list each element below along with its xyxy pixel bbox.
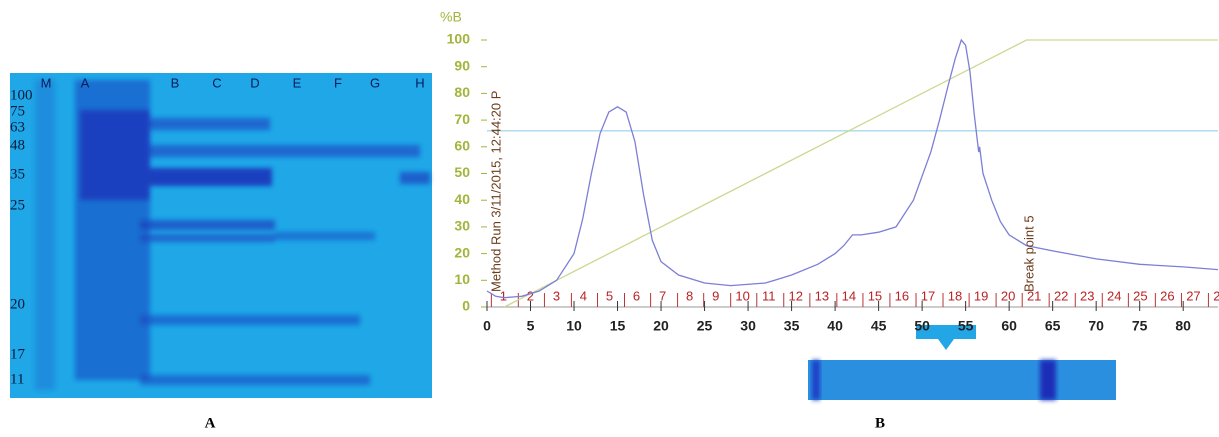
- y-tick-label: 20: [454, 244, 470, 260]
- fraction-label: 8: [686, 288, 693, 303]
- figure: MABCDEFGH1007563483525201711A%B010203040…: [0, 0, 1219, 432]
- panel-caption: B: [875, 415, 885, 431]
- x-tick-label: 25: [697, 318, 713, 334]
- x-tick-label: 55: [958, 318, 974, 334]
- fraction-label: 22: [1054, 288, 1068, 303]
- x-tick-label: 35: [784, 318, 800, 334]
- x-tick-label: 65: [1045, 318, 1061, 334]
- y-tick-label: 100: [447, 31, 471, 47]
- fraction-label: 24: [1107, 288, 1121, 303]
- fraction-label: 4: [580, 288, 587, 303]
- fraction-label: 3: [553, 288, 560, 303]
- strip-image: [808, 360, 1116, 400]
- x-tick-label: 10: [566, 318, 582, 334]
- annotation: Break point 5: [1021, 215, 1036, 292]
- lane-label: E: [293, 75, 302, 90]
- x-tick-label: 5: [527, 318, 535, 334]
- fraction-label: 13: [815, 288, 829, 303]
- marker-label: 17: [10, 346, 26, 362]
- fraction-label: 26: [1160, 288, 1174, 303]
- fraction-label: 28: [1213, 288, 1219, 303]
- x-tick-label: 80: [1175, 318, 1191, 334]
- marker-label: 20: [10, 296, 25, 312]
- fraction-label: 6: [633, 288, 640, 303]
- fraction-label: 7: [659, 288, 666, 303]
- fraction-marker: [938, 339, 954, 350]
- fraction-label: 25: [1133, 288, 1147, 303]
- x-tick-label: 75: [1132, 318, 1148, 334]
- series-line: [504, 40, 1218, 307]
- marker-label: 75: [10, 103, 25, 119]
- x-tick-label: 70: [1088, 318, 1104, 334]
- fraction-label: 2: [527, 288, 534, 303]
- x-tick-label: 0: [483, 318, 491, 334]
- x-tick-label: 30: [740, 318, 756, 334]
- lane-label: A: [81, 75, 90, 90]
- marker-label: 11: [10, 371, 24, 387]
- fraction-label: 15: [868, 288, 882, 303]
- y-tick-label: 30: [454, 218, 470, 234]
- lane-label: F: [334, 75, 342, 90]
- y-tick-label: 80: [454, 84, 470, 100]
- lane-label: G: [370, 75, 380, 90]
- fraction-label: 18: [948, 288, 962, 303]
- panel-caption: A: [205, 415, 216, 431]
- lane-label: M: [41, 75, 52, 90]
- annotation: Method Run 3/11/2015, 12:44:20 P: [488, 91, 503, 292]
- fraction-label: 20: [1001, 288, 1015, 303]
- y-tick-label: 50: [454, 164, 470, 180]
- lane-label: B: [171, 75, 180, 90]
- x-tick-label: 15: [610, 318, 626, 334]
- y-tick-label: 0: [462, 298, 470, 314]
- marker-label: 100: [10, 87, 33, 103]
- series-line: [487, 40, 1218, 298]
- y-tick-label: 60: [454, 138, 470, 154]
- gel-image: [10, 73, 432, 398]
- lane-label: C: [212, 75, 221, 90]
- y-tick-label: 70: [454, 111, 470, 127]
- x-tick-label: 50: [914, 318, 930, 334]
- marker-label: 48: [10, 137, 25, 153]
- fraction-label: 11: [762, 288, 776, 303]
- marker-label: 25: [10, 197, 25, 213]
- fraction-label: 16: [895, 288, 909, 303]
- fraction-label: 23: [1080, 288, 1094, 303]
- fraction-label: 5: [606, 288, 613, 303]
- y-tick-label: 90: [454, 57, 470, 73]
- fraction-label: 17: [921, 288, 935, 303]
- x-tick-label: 60: [1001, 318, 1017, 334]
- lane-label: D: [250, 75, 259, 90]
- x-tick-label: 40: [827, 318, 843, 334]
- x-tick-label: 20: [653, 318, 669, 334]
- y-tick-label: 40: [454, 191, 470, 207]
- marker-label: 35: [10, 166, 25, 182]
- y-axis-label: %B: [440, 9, 462, 25]
- fraction-label: 9: [712, 288, 719, 303]
- fraction-label: 19: [974, 288, 988, 303]
- lane-label: H: [415, 75, 424, 90]
- fraction-label: 14: [842, 288, 856, 303]
- fraction-label: 10: [735, 288, 749, 303]
- fraction-label: 12: [789, 288, 803, 303]
- x-tick-label: 45: [871, 318, 887, 334]
- marker-label: 63: [10, 119, 25, 135]
- y-tick-label: 10: [454, 271, 470, 287]
- fraction-label: 27: [1186, 288, 1200, 303]
